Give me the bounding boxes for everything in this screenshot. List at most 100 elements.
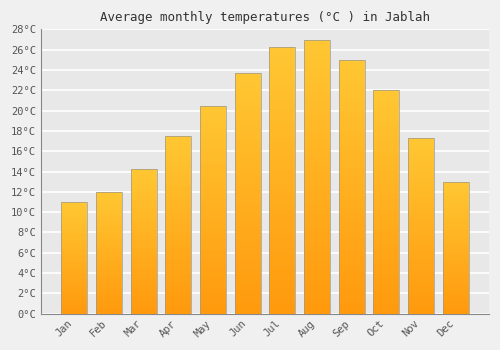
Bar [166, 205, 192, 207]
Bar [234, 178, 260, 181]
Bar [270, 244, 295, 247]
Bar [408, 289, 434, 292]
Bar [130, 206, 156, 209]
Bar [373, 166, 399, 169]
Bar [304, 296, 330, 300]
Bar [166, 227, 192, 229]
Bar [373, 266, 399, 269]
Bar [304, 276, 330, 279]
Bar [304, 242, 330, 245]
Bar [130, 219, 156, 221]
Bar [166, 312, 192, 314]
Bar [96, 201, 122, 203]
Bar [200, 215, 226, 217]
Bar [96, 199, 122, 201]
Bar [130, 279, 156, 281]
Bar [408, 241, 434, 244]
Bar [408, 301, 434, 303]
Bar [130, 230, 156, 232]
Bar [408, 149, 434, 151]
Bar [408, 281, 434, 283]
Bar [338, 241, 364, 244]
Bar [408, 145, 434, 147]
Bar [338, 222, 364, 225]
Bar [304, 262, 330, 266]
Bar [62, 294, 88, 295]
Bar [234, 118, 260, 121]
Bar [130, 285, 156, 287]
Bar [130, 187, 156, 189]
Bar [408, 294, 434, 296]
Bar [442, 282, 468, 284]
Bar [442, 279, 468, 281]
Bar [96, 276, 122, 277]
Bar [408, 140, 434, 142]
Bar [234, 190, 260, 194]
Bar [304, 218, 330, 221]
Bar [304, 146, 330, 149]
Bar [304, 53, 330, 57]
Bar [200, 248, 226, 251]
Bar [338, 184, 364, 187]
Bar [130, 221, 156, 223]
Bar [442, 290, 468, 292]
Bar [304, 225, 330, 228]
Bar [130, 299, 156, 301]
Bar [270, 74, 295, 77]
Bar [304, 101, 330, 105]
Bar [304, 259, 330, 262]
Bar [304, 163, 330, 166]
Bar [304, 180, 330, 183]
Bar [166, 169, 192, 172]
Bar [373, 272, 399, 275]
Bar [200, 285, 226, 288]
Bar [442, 216, 468, 218]
Bar [234, 308, 260, 311]
Bar [130, 177, 156, 180]
Bar [442, 187, 468, 188]
Bar [304, 279, 330, 283]
Bar [442, 301, 468, 302]
Bar [408, 246, 434, 248]
Bar [234, 76, 260, 79]
Bar [373, 305, 399, 308]
Bar [338, 225, 364, 228]
Bar [338, 60, 364, 63]
Bar [270, 177, 295, 180]
Bar [338, 266, 364, 269]
Bar [62, 276, 88, 278]
Bar [62, 219, 88, 220]
Bar [96, 264, 122, 265]
Bar [200, 152, 226, 155]
Bar [166, 203, 192, 205]
Bar [200, 293, 226, 295]
Bar [408, 156, 434, 158]
Bar [96, 209, 122, 210]
Bar [270, 214, 295, 217]
Bar [373, 118, 399, 121]
Bar [234, 94, 260, 97]
Bar [304, 70, 330, 74]
Bar [373, 113, 399, 116]
Bar [373, 236, 399, 238]
Bar [234, 245, 260, 247]
Bar [200, 202, 226, 204]
Bar [166, 201, 192, 203]
Bar [234, 121, 260, 124]
Bar [338, 149, 364, 152]
Bar [130, 265, 156, 266]
Bar [62, 245, 88, 247]
Bar [166, 189, 192, 191]
Bar [373, 107, 399, 110]
Bar [166, 154, 192, 156]
Bar [234, 305, 260, 308]
Bar [270, 294, 295, 297]
Bar [234, 223, 260, 226]
Bar [200, 267, 226, 270]
Bar [304, 303, 330, 307]
Bar [338, 206, 364, 209]
Bar [62, 213, 88, 215]
Bar [96, 215, 122, 216]
Bar [96, 227, 122, 229]
Bar [442, 234, 468, 236]
